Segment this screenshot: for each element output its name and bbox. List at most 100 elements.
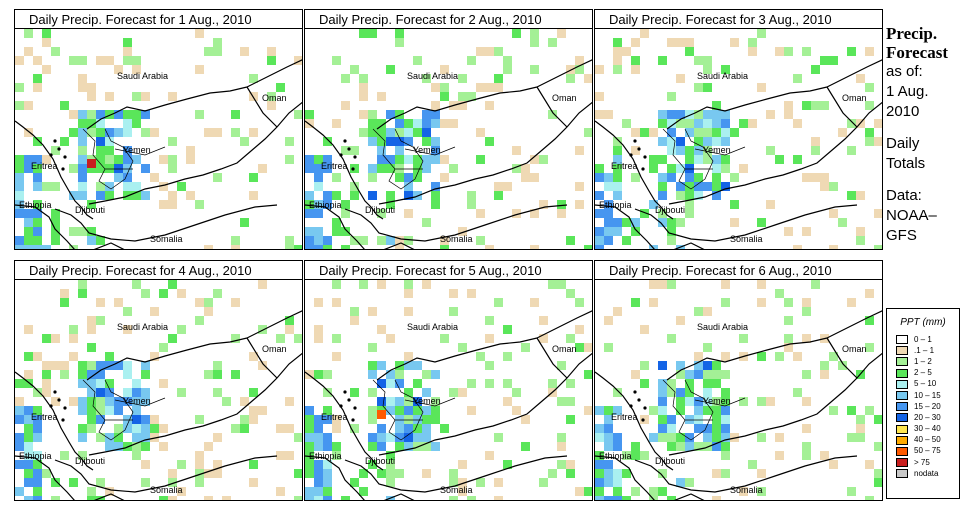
precip-cell: [467, 379, 476, 388]
precip-cell: [802, 334, 811, 343]
precip-cell: [703, 361, 712, 370]
precip-cell: [838, 128, 847, 137]
label-yemen: Yemen: [703, 396, 731, 406]
legend-label: .1 – 1: [914, 345, 935, 355]
precip-cell: [132, 415, 141, 424]
island: [347, 147, 351, 151]
precip-cell: [314, 469, 323, 478]
precip-cell: [294, 245, 302, 249]
precip-cell: [775, 289, 784, 298]
island: [351, 418, 355, 422]
precip-cell: [359, 469, 368, 478]
precip-cell: [168, 280, 177, 289]
precip-cell: [69, 334, 78, 343]
precip-cell: [87, 325, 96, 334]
precip-cell: [132, 182, 141, 191]
precip-cell: [132, 92, 141, 101]
precip-cell: [141, 460, 150, 469]
precip-cell: [78, 406, 87, 415]
precip-cell: [87, 227, 96, 236]
precip-cell: [856, 191, 865, 200]
precip-cell: [168, 137, 177, 146]
precip-cell: [395, 370, 404, 379]
precip-map: Saudi Arabia Oman Yemen Eritrea Ethiopia Djib…: [304, 280, 593, 501]
precip-cell: [51, 209, 60, 218]
precip-cell: [258, 164, 267, 173]
precip-cell: [141, 388, 150, 397]
precip-cell: [575, 200, 584, 209]
precip-cell: [757, 298, 766, 307]
precip-map: Saudi Arabia Oman Yemen Eritrea Ethiopia Djib…: [594, 280, 883, 501]
precip-cell: [96, 388, 105, 397]
precip-cell: [422, 370, 431, 379]
island: [343, 390, 347, 394]
precip-cell: [105, 487, 114, 496]
precip-cell: [87, 343, 96, 352]
precip-cell: [649, 245, 658, 249]
precip-cell: [667, 146, 676, 155]
precip-cell: [622, 451, 631, 460]
legend-label: 2 – 5: [914, 368, 932, 378]
precip-cell: [123, 56, 132, 65]
island: [353, 155, 357, 159]
precip-cell: [613, 469, 622, 478]
precip-cell: [775, 47, 784, 56]
precip-cell: [386, 460, 395, 469]
precip-cell: [114, 298, 123, 307]
legend-label: 40 – 50: [914, 435, 941, 445]
precip-cell: [694, 415, 703, 424]
precip-cell: [467, 191, 476, 200]
precip-cell: [87, 200, 96, 209]
precip-cell: [33, 155, 42, 164]
island: [641, 167, 645, 171]
precip-cell: [377, 325, 386, 334]
border-oman-saudi: [536, 59, 592, 88]
precip-cell: [676, 110, 685, 119]
precip-cell: [132, 65, 141, 74]
panel-title: Daily Precip. Forecast for 6 Aug., 2010: [594, 260, 883, 280]
precip-cell: [694, 56, 703, 65]
precip-cell: [856, 433, 865, 442]
precip-cell: [658, 415, 667, 424]
precip-cell: [231, 424, 240, 433]
precip-cell: [685, 119, 694, 128]
precip-cell: [359, 280, 368, 289]
label-saudi-arabia: Saudi Arabia: [697, 71, 748, 81]
precip-cell: [350, 191, 359, 200]
precip-cell: [96, 56, 105, 65]
precip-cell: [368, 343, 377, 352]
precip-cell: [658, 209, 667, 218]
precip-cell: [793, 155, 802, 164]
precip-cell: [613, 218, 622, 227]
precip-cell: [649, 128, 658, 137]
precip-cell: [105, 155, 114, 164]
precip-cell: [575, 65, 584, 74]
precip-cell: [332, 227, 341, 236]
precip-map: Saudi Arabia Oman Yemen Eritrea Ethiopia Djib…: [594, 29, 883, 250]
legend-swatch: [896, 458, 908, 468]
precip-cell: [177, 388, 186, 397]
precip-cell: [105, 92, 114, 101]
label-oman: Oman: [262, 93, 287, 103]
precip-cell: [649, 496, 658, 500]
precip-cell: [24, 433, 33, 442]
precip-cell: [856, 424, 865, 433]
legend-label: 5 – 10: [914, 379, 937, 389]
precip-cell: [721, 155, 730, 164]
precip-cell: [712, 424, 721, 433]
precip-cell: [874, 478, 882, 487]
precip-cell: [78, 370, 87, 379]
precip-cell: [141, 397, 150, 406]
precip-cell: [676, 361, 685, 370]
precip-cell: [422, 280, 431, 289]
precip-cell: [730, 200, 739, 209]
precip-cell: [667, 218, 676, 227]
precip-cell: [15, 433, 24, 442]
precip-cell: [431, 119, 440, 128]
precip-cell: [368, 29, 377, 38]
precip-cell: [123, 110, 132, 119]
precip-cell: [658, 433, 667, 442]
precip-cell: [368, 307, 377, 316]
precip-cell: [60, 137, 69, 146]
precip-cell: [294, 334, 302, 343]
